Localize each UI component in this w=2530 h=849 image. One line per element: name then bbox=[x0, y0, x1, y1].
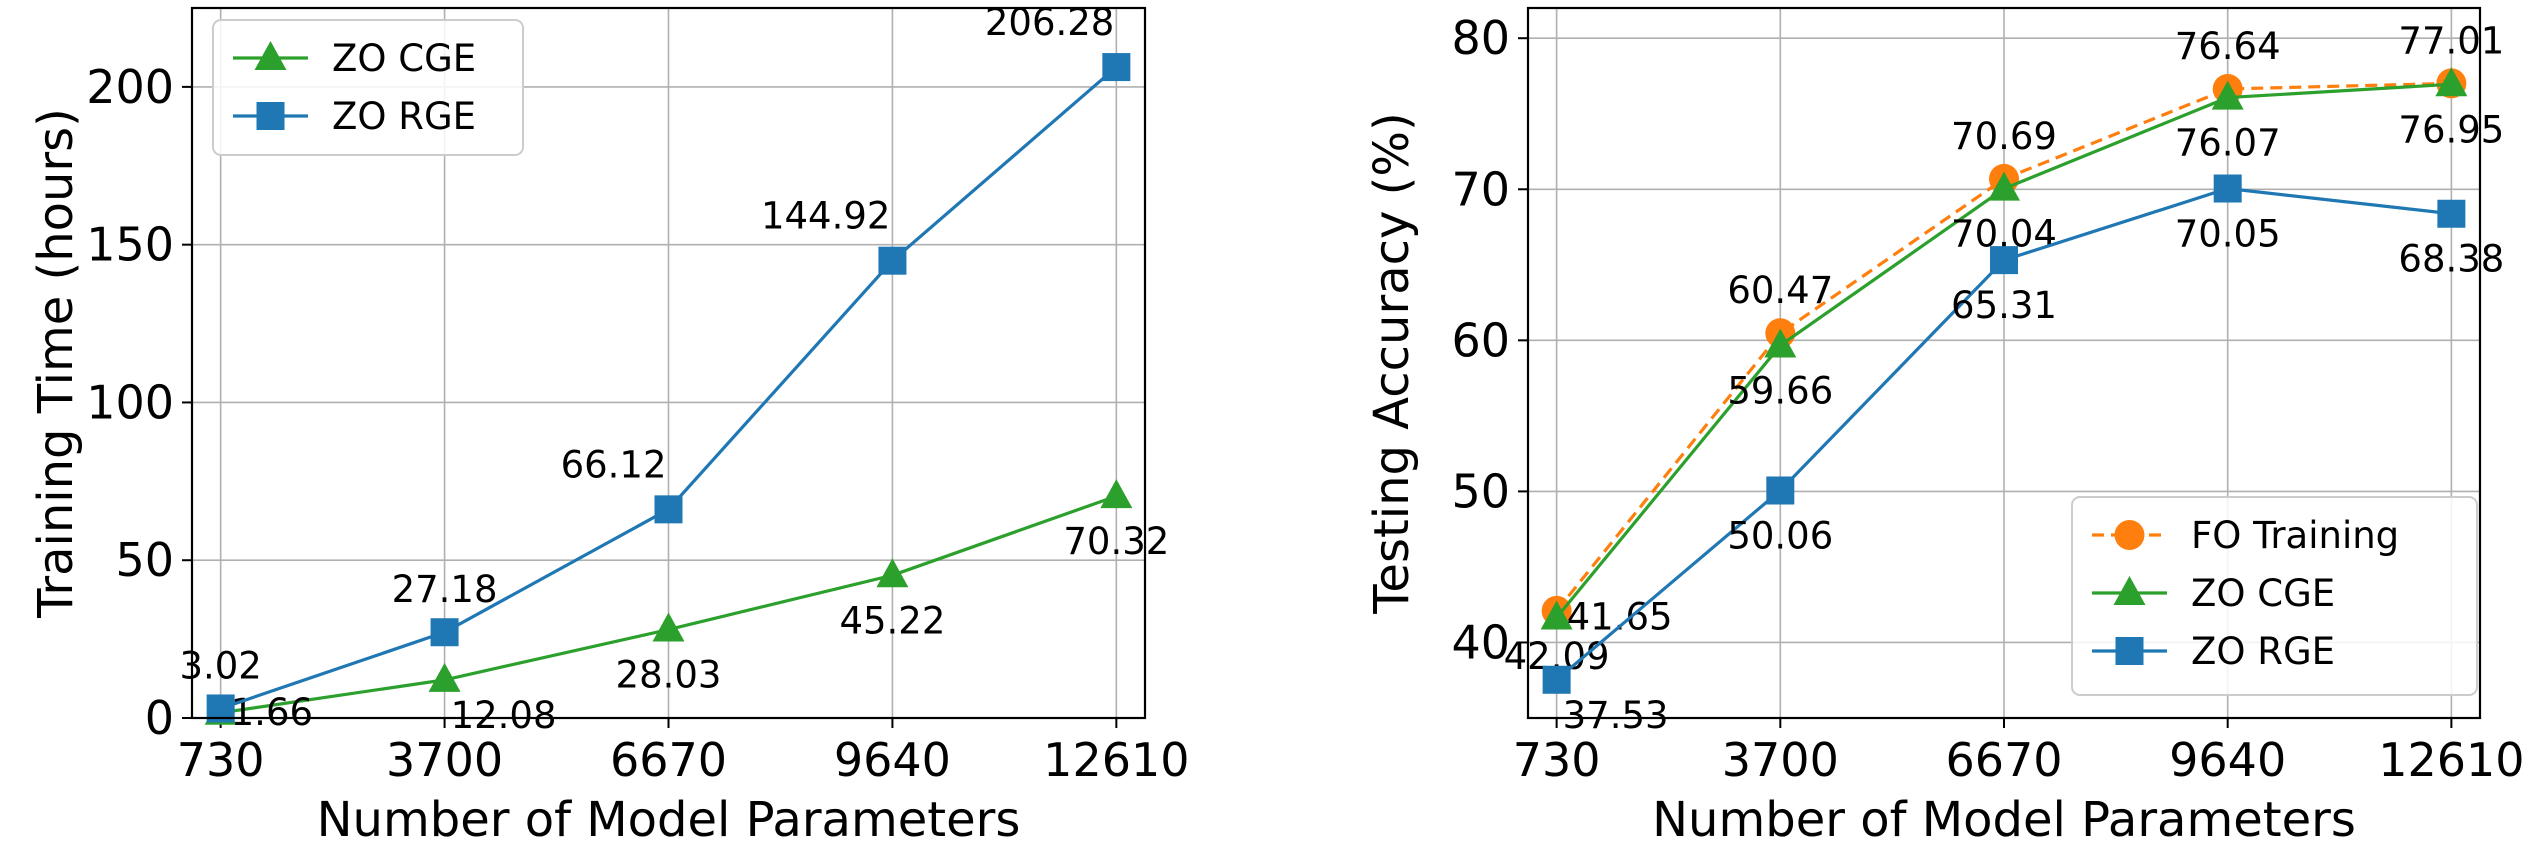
x-tick-label: 6670 bbox=[610, 733, 727, 787]
data-label: 27.18 bbox=[392, 568, 498, 611]
data-label: 37.53 bbox=[1563, 694, 1669, 737]
x-tick-label: 9640 bbox=[2169, 733, 2286, 787]
data-label: 144.92 bbox=[761, 195, 890, 238]
data-label: 50.06 bbox=[1727, 514, 1833, 557]
legend-entry: ZO CGE bbox=[2191, 572, 2335, 615]
data-label: 76.95 bbox=[2398, 108, 2504, 151]
data-label: 3.02 bbox=[179, 644, 261, 687]
data-point bbox=[878, 246, 907, 275]
data-label: 60.47 bbox=[1727, 269, 1833, 312]
data-label: 66.12 bbox=[561, 443, 667, 486]
data-point bbox=[654, 495, 683, 524]
y-axis-label: Testing Accuracy (%) bbox=[1364, 112, 1420, 614]
data-label: 28.03 bbox=[616, 654, 722, 697]
data-point bbox=[1766, 476, 1795, 505]
legend-entry: ZO RGE bbox=[2191, 630, 2335, 673]
data-point bbox=[1990, 246, 2018, 275]
legend-entry: ZO CGE bbox=[332, 37, 476, 80]
x-tick-label: 12610 bbox=[2378, 733, 2524, 787]
data-label: 70.05 bbox=[2175, 213, 2281, 256]
data-label: 70.69 bbox=[1951, 115, 2057, 158]
y-tick-label: 40 bbox=[1451, 615, 1510, 669]
y-axis-label: Training Time (hours) bbox=[28, 108, 84, 619]
data-point bbox=[652, 612, 685, 642]
data-point bbox=[1542, 665, 1571, 694]
legend-marker bbox=[256, 102, 285, 130]
legend-marker bbox=[2115, 637, 2144, 665]
chart-1: 730 3700 6670 9640 12610 0 50 100 150 200 Number o… bbox=[28, 1, 1190, 848]
plot-frame bbox=[190, 6, 1147, 720]
y-tick-label: 50 bbox=[115, 533, 174, 587]
data-point bbox=[1988, 171, 2020, 201]
data-point bbox=[2437, 199, 2466, 228]
data-label: 76.07 bbox=[2175, 122, 2281, 165]
legend-marker bbox=[2114, 520, 2145, 550]
data-point bbox=[428, 662, 461, 692]
series-zo-cge: 1.66 12.08 28.03 45.22 70.32 bbox=[204, 479, 1169, 737]
x-axis-label: Number of Model Parameters bbox=[317, 792, 1021, 848]
data-label: 59.66 bbox=[1727, 369, 1833, 412]
legend-entry: ZO RGE bbox=[332, 95, 476, 138]
y-tick-label: 80 bbox=[1451, 11, 1510, 65]
x-tick-label: 6670 bbox=[1945, 733, 2062, 787]
x-tick-label: 9640 bbox=[834, 733, 951, 787]
data-label: 77.01 bbox=[2398, 19, 2504, 62]
y-tick-label: 70 bbox=[1451, 162, 1510, 216]
legend: FO Training ZO CGE ZO RGE bbox=[2071, 496, 2478, 696]
x-tick-label: 730 bbox=[1513, 733, 1601, 787]
data-point bbox=[2211, 80, 2244, 110]
data-label: 1.66 bbox=[231, 691, 313, 734]
data-point bbox=[1764, 328, 1797, 358]
legend: ZO CGE ZO RGE bbox=[212, 19, 524, 156]
data-label: 65.31 bbox=[1951, 284, 2057, 327]
data-label: 12.08 bbox=[451, 694, 557, 737]
x-tick-label: 730 bbox=[177, 733, 265, 787]
data-point bbox=[1102, 53, 1131, 82]
series-zo-rge: 37.53 50.06 65.31 70.05 68.38 bbox=[1542, 174, 2504, 737]
x-tick-label: 3700 bbox=[386, 733, 503, 787]
plot-frame bbox=[1526, 6, 2482, 720]
chart-2: 730 3700 6670 9640 12610 40 50 60 70 80 Number of … bbox=[1364, 6, 2525, 848]
data-label: 45.22 bbox=[839, 599, 945, 642]
data-point bbox=[1100, 479, 1133, 509]
legend-marker bbox=[2113, 576, 2146, 605]
data-point bbox=[430, 618, 459, 647]
data-label: 41.65 bbox=[1567, 596, 1673, 639]
data-point bbox=[2213, 174, 2242, 203]
legend-box bbox=[212, 19, 524, 156]
y-tick-label: 50 bbox=[1451, 464, 1510, 518]
data-label: 76.64 bbox=[2175, 25, 2281, 68]
x-axis-label: Number of Model Parameters bbox=[1652, 792, 2356, 848]
legend-marker bbox=[254, 41, 287, 70]
legend-entry: FO Training bbox=[2191, 514, 2399, 557]
data-point bbox=[2435, 67, 2468, 97]
data-label: 68.38 bbox=[2398, 238, 2504, 281]
y-tick-label: 200 bbox=[86, 60, 174, 114]
y-tick-label: 150 bbox=[86, 218, 174, 272]
data-point bbox=[876, 558, 909, 588]
data-point bbox=[1540, 600, 1573, 630]
y-tick-label: 60 bbox=[1451, 313, 1510, 367]
legend-box bbox=[2071, 496, 2478, 696]
x-tick-label: 12610 bbox=[1043, 733, 1189, 787]
y-tick-label: 100 bbox=[86, 375, 174, 429]
x-tick-label: 3700 bbox=[1722, 733, 1839, 787]
y-tick-label: 0 bbox=[145, 691, 174, 745]
data-label: 70.32 bbox=[1063, 520, 1169, 563]
